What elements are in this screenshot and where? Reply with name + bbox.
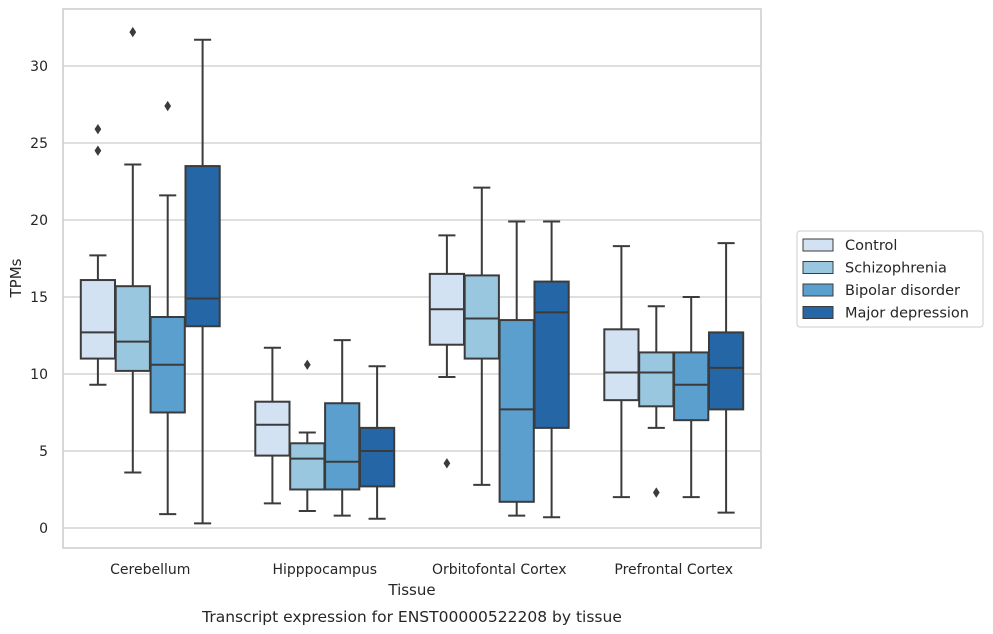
- iqr-box: [498, 319, 535, 503]
- x-tick-labels: Cerebellum Hipppocampus Orbitofontal Corte…: [110, 562, 733, 578]
- iqr-box: [184, 165, 221, 328]
- y-tick-label: 10: [30, 367, 48, 383]
- y-tick-labels: 0 5 10 15 20 25 30: [30, 59, 48, 537]
- box-group: [498, 220, 535, 517]
- outlier-point: [443, 458, 451, 469]
- iqr-box: [638, 351, 675, 408]
- legend-label: Control: [845, 238, 897, 254]
- legend-label: Schizophrenia: [845, 261, 947, 277]
- legend-item: Major depression: [802, 306, 969, 322]
- chart-caption: Transcript expression for ENST0000052220…: [201, 608, 622, 626]
- iqr-box: [358, 426, 396, 488]
- legend-item: Bipolar disorder: [802, 283, 960, 299]
- box-group: [428, 234, 466, 469]
- box-group: [707, 242, 745, 514]
- y-tick-label: 0: [39, 521, 48, 537]
- x-tick-label: Orbitofontal Cortex: [432, 562, 567, 578]
- box-group: [358, 365, 396, 520]
- y-tick-label: 15: [30, 290, 48, 306]
- y-tick-label: 5: [39, 444, 48, 460]
- outlier-point: [129, 26, 137, 38]
- iqr-box: [324, 402, 361, 491]
- iqr-box: [463, 274, 500, 360]
- box-group: [533, 220, 570, 519]
- legend-item: Schizophrenia: [802, 261, 947, 277]
- iqr-box: [673, 351, 710, 422]
- box-group: [638, 305, 675, 498]
- x-tick-label: Prefrontal Cortex: [614, 562, 733, 578]
- y-axis-label: TPMs: [7, 258, 25, 298]
- plot-frame: [62, 8, 762, 549]
- outlier-point: [94, 145, 102, 156]
- box-group: [114, 26, 151, 474]
- box-group: [463, 186, 500, 486]
- legend-swatch: [802, 238, 834, 252]
- iqr-box: [254, 400, 291, 457]
- box-group: [673, 295, 710, 499]
- legend-swatch: [802, 283, 834, 297]
- outlier-point: [652, 487, 660, 498]
- iqr-box: [707, 331, 745, 411]
- box-group: [149, 100, 186, 516]
- y-tick-label: 20: [30, 213, 48, 229]
- box-group: [184, 38, 221, 525]
- x-tick-label: Cerebellum: [110, 562, 190, 578]
- iqr-box: [79, 279, 117, 360]
- box-group: [254, 346, 291, 505]
- legend-label: Major depression: [845, 306, 969, 322]
- box-group: [603, 245, 640, 499]
- iqr-box: [603, 328, 640, 402]
- x-tick-label: Hipppocampus: [272, 562, 377, 578]
- x-axis-label: Tissue: [387, 581, 435, 599]
- legend-swatch: [802, 261, 834, 274]
- legend-swatch: [802, 306, 834, 319]
- legend-frame: [796, 230, 984, 328]
- y-tick-label: 25: [30, 136, 48, 152]
- box-group: [324, 339, 361, 517]
- iqr-box: [289, 442, 326, 491]
- outlier-point: [164, 100, 172, 112]
- legend-item: Control: [802, 238, 897, 254]
- legend: Control Schizophrenia Bipolar disorder Majo…: [796, 230, 984, 328]
- iqr-box: [533, 280, 570, 429]
- outlier-point: [303, 359, 311, 370]
- y-tick-label: 30: [30, 59, 48, 75]
- iqr-box: [114, 285, 151, 372]
- box-plots: [79, 26, 745, 525]
- box-group: [79, 123, 117, 386]
- box-group: [289, 359, 326, 513]
- legend-label: Bipolar disorder: [845, 283, 960, 299]
- outlier-point: [94, 123, 102, 135]
